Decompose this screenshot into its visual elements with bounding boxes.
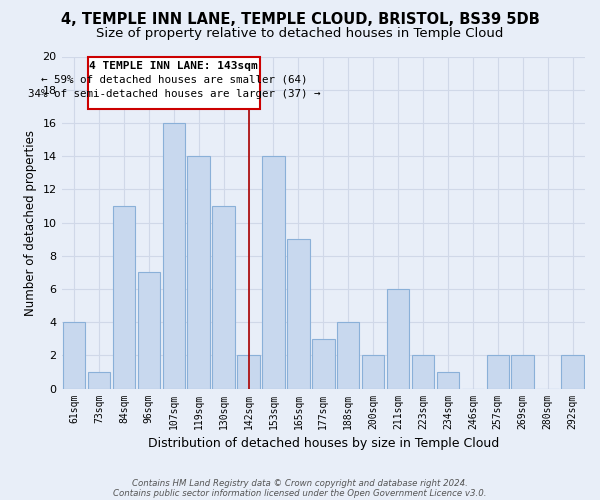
Bar <box>562 356 584 388</box>
Text: Contains HM Land Registry data © Crown copyright and database right 2024.: Contains HM Land Registry data © Crown c… <box>132 478 468 488</box>
Bar <box>163 123 185 388</box>
Bar <box>287 239 310 388</box>
Bar <box>511 356 534 388</box>
Bar <box>238 356 260 388</box>
Text: Contains public sector information licensed under the Open Government Licence v3: Contains public sector information licen… <box>113 488 487 498</box>
Bar <box>337 322 359 388</box>
Bar <box>362 356 385 388</box>
Bar <box>487 356 509 388</box>
Bar <box>212 206 235 388</box>
Bar <box>187 156 210 388</box>
Bar <box>412 356 434 388</box>
Bar <box>88 56 260 109</box>
Y-axis label: Number of detached properties: Number of detached properties <box>24 130 37 316</box>
Bar <box>137 272 160 388</box>
Text: 4 TEMPLE INN LANE: 143sqm: 4 TEMPLE INN LANE: 143sqm <box>89 62 258 72</box>
Bar <box>437 372 459 388</box>
Bar <box>88 372 110 388</box>
Text: 4, TEMPLE INN LANE, TEMPLE CLOUD, BRISTOL, BS39 5DB: 4, TEMPLE INN LANE, TEMPLE CLOUD, BRISTO… <box>61 12 539 28</box>
X-axis label: Distribution of detached houses by size in Temple Cloud: Distribution of detached houses by size … <box>148 437 499 450</box>
Bar <box>63 322 85 388</box>
Bar <box>312 338 335 388</box>
Bar <box>262 156 284 388</box>
Bar <box>387 289 409 388</box>
Text: ← 59% of detached houses are smaller (64): ← 59% of detached houses are smaller (64… <box>41 75 307 85</box>
Text: Size of property relative to detached houses in Temple Cloud: Size of property relative to detached ho… <box>97 28 503 40</box>
Bar <box>113 206 135 388</box>
Text: 34% of semi-detached houses are larger (37) →: 34% of semi-detached houses are larger (… <box>28 89 320 99</box>
